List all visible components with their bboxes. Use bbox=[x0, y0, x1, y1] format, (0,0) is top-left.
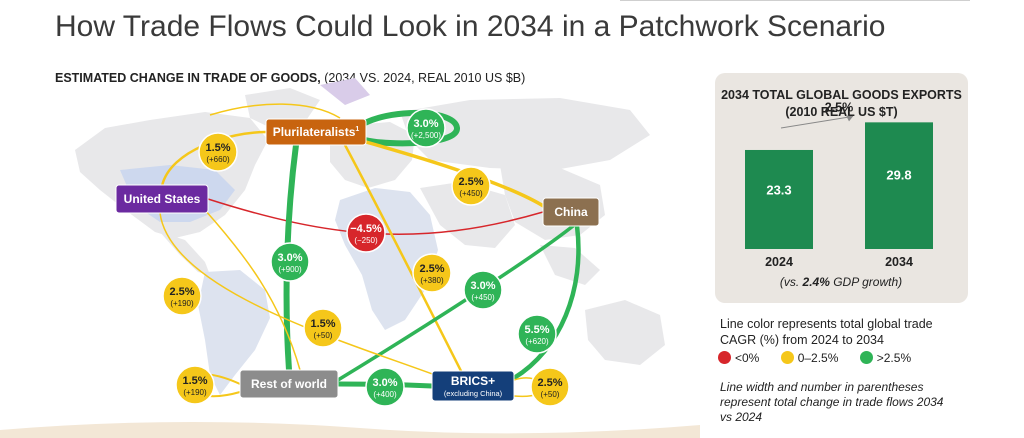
flow-cagr-label: 2.5% bbox=[458, 176, 483, 188]
legend-note: Line width and number in parentheses rep… bbox=[720, 380, 944, 424]
flow-line-us-brics bbox=[159, 212, 436, 376]
flow-cagr-label: 1.5% bbox=[205, 142, 230, 154]
top-divider bbox=[620, 0, 970, 1]
legend-title: Line color represents total global trade… bbox=[720, 317, 933, 347]
flow-change-label: (+50) bbox=[541, 390, 560, 399]
flow-arc-decor bbox=[209, 103, 341, 119]
exports-chart-title: 2034 TOTAL GLOBAL GOODS EXPORTS (2010 RE… bbox=[721, 88, 962, 119]
flow-bubble bbox=[451, 166, 491, 206]
world-map-background bbox=[0, 78, 700, 438]
flow-cagr-label: −4.5% bbox=[350, 223, 382, 235]
node-sublabel: (excluding China) bbox=[444, 389, 503, 398]
flow-cagr-label: 1.5% bbox=[310, 318, 335, 330]
node-row: Rest of world bbox=[239, 369, 339, 399]
subtitle-rest: (2034 VS. 2024, REAL 2010 US $B) bbox=[320, 71, 526, 85]
flow-bubble bbox=[517, 314, 557, 354]
flow-change-label: (+50) bbox=[314, 331, 333, 340]
flow-bubble bbox=[463, 270, 503, 310]
flow-cagr-label: 1.5% bbox=[182, 375, 207, 387]
flow-change-label: (+190) bbox=[183, 388, 207, 397]
chart-subtitle: ESTIMATED CHANGE IN TRADE OF GOODS, (203… bbox=[55, 71, 525, 85]
legend-item-high: >2.5% bbox=[859, 351, 912, 365]
gdp-note: (vs. 2.4% GDP growth) bbox=[780, 275, 902, 289]
flow-bubble bbox=[270, 242, 310, 282]
growth-label: 2.5% bbox=[825, 100, 854, 114]
node-label: United States bbox=[124, 192, 201, 206]
flow-bubble bbox=[346, 213, 386, 253]
flow-change-label: (+620) bbox=[525, 337, 549, 346]
legend-item-negative: <0% bbox=[718, 351, 759, 365]
exports-bar-chart: 23.3 2024 29.8 2034 2.5% (vs. 2.4% GDP growth… bbox=[745, 100, 933, 289]
bar-category-label: 2024 bbox=[765, 255, 793, 269]
node-label: BRICS+ bbox=[451, 374, 495, 388]
node-plurilateralists: Plurilateralists1 bbox=[265, 118, 367, 146]
bar-value-label: 29.8 bbox=[886, 167, 911, 182]
flow-bubble bbox=[175, 365, 215, 405]
flow-change-label: (+660) bbox=[206, 155, 230, 164]
flow-cagr-label: 3.0% bbox=[277, 252, 302, 264]
flow-change-label: (+450) bbox=[471, 293, 495, 302]
flow-bubble bbox=[303, 308, 343, 348]
bar-2034 bbox=[865, 122, 933, 249]
flow-change-label: (+190) bbox=[170, 299, 194, 308]
node-us: United States bbox=[115, 184, 209, 214]
flow-bubble bbox=[162, 276, 202, 316]
flow-bubble bbox=[198, 132, 238, 172]
flow-bubble bbox=[406, 108, 446, 148]
node-label: Rest of world bbox=[251, 377, 327, 391]
node-label: Plurilateralists1 bbox=[273, 125, 360, 139]
flow-cagr-label: 2.5% bbox=[169, 286, 194, 298]
flow-cagr-label: 3.0% bbox=[372, 377, 397, 389]
flow-line-plurilateralists-plurilateralists bbox=[362, 109, 460, 147]
node-brics: BRICS+(excluding China) bbox=[431, 370, 515, 402]
flow-bubble bbox=[530, 367, 570, 407]
trade-flow-map: Plurilateralists1 United States China Rest … bbox=[0, 78, 700, 438]
flow-line-china-brics bbox=[511, 223, 581, 381]
legend-dot-low bbox=[780, 351, 794, 364]
global-exports-panel: 2034 TOTAL GLOBAL GOODS EXPORTS (2010 RE… bbox=[715, 73, 968, 303]
flow-line-us-row bbox=[204, 209, 301, 371]
node-label: China bbox=[554, 205, 588, 219]
flow-cagr-label: 3.0% bbox=[413, 118, 438, 130]
node-china: China bbox=[542, 197, 600, 227]
flow-change-label: (+2,500) bbox=[411, 131, 441, 140]
flow-cagr-label: 2.5% bbox=[537, 377, 562, 389]
legend: <0% 0–2.5% >2.5% bbox=[718, 351, 929, 365]
flow-cagr-label: 2.5% bbox=[419, 263, 444, 275]
growth-arrow bbox=[780, 115, 854, 129]
page-title: How Trade Flows Could Look in 2034 in a … bbox=[55, 10, 886, 43]
legend-label-low: 0–2.5% bbox=[797, 351, 839, 365]
bar-2024 bbox=[745, 149, 813, 249]
flow-bubble bbox=[412, 253, 452, 293]
flow-cagr-label: 3.0% bbox=[470, 280, 495, 292]
flow-change-label: (+900) bbox=[278, 265, 302, 274]
flow-change-label: (+450) bbox=[459, 189, 483, 198]
bar-value-label: 23.3 bbox=[766, 183, 791, 198]
legend-label-high: >2.5% bbox=[876, 351, 912, 365]
node-superscript: 1 bbox=[355, 126, 359, 133]
flow-change-label: (+380) bbox=[420, 276, 444, 285]
legend-label-negative: <0% bbox=[735, 351, 760, 365]
legend-dot-negative bbox=[718, 351, 731, 364]
flow-change-label: (+400) bbox=[373, 390, 397, 399]
flow-cagr-label: 5.5% bbox=[524, 324, 549, 336]
flow-bubble bbox=[365, 367, 405, 407]
bar-category-label: 2034 bbox=[885, 255, 913, 269]
flow-line-plurilateralists-brics bbox=[343, 143, 464, 375]
growth-arrow-head bbox=[846, 115, 853, 122]
flow-change-label: (−250) bbox=[354, 236, 378, 245]
subtitle-bold: ESTIMATED CHANGE IN TRADE OF GOODS, bbox=[55, 71, 321, 85]
legend-item-low: 0–2.5% bbox=[780, 351, 839, 365]
legend-dot-high bbox=[859, 351, 873, 364]
